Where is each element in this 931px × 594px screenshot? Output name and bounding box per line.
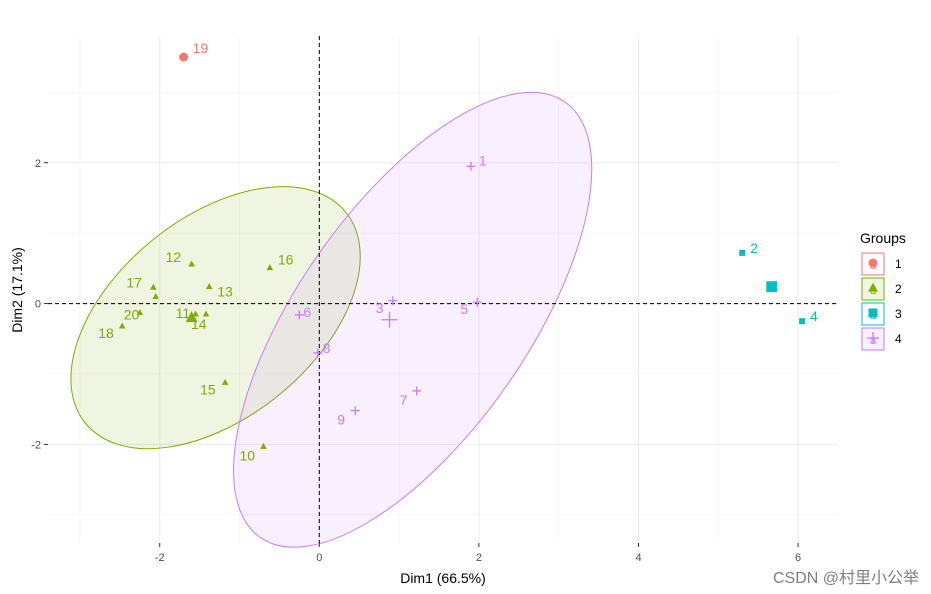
- point-label-2: 2: [750, 240, 758, 256]
- legend-label-2: 2: [895, 282, 902, 296]
- point-label-8: 8: [323, 340, 331, 356]
- watermark: CSDN @村里小公举: [772, 570, 919, 587]
- point-label-9: 9: [337, 412, 345, 428]
- y-tick-label: -2: [31, 439, 41, 451]
- point-label-13: 13: [217, 284, 233, 300]
- legend-key: [861, 302, 885, 326]
- point-18: [118, 322, 126, 329]
- legend-key-marker: [868, 282, 878, 292]
- point-label-20: 20: [124, 307, 140, 323]
- point-12: [188, 260, 195, 267]
- legend-item-2: a2: [861, 277, 902, 301]
- point-19: [179, 52, 189, 62]
- point-10: [260, 442, 267, 449]
- point-4: [799, 318, 806, 325]
- centroid-group-2: [185, 311, 198, 323]
- axis-ticks: -2 0 2 4 6 -2 0 2: [31, 158, 801, 564]
- x-axis-title: Dim1 (66.5%): [400, 570, 486, 586]
- point-9: [350, 406, 360, 416]
- x-tick-label: 2: [476, 552, 482, 564]
- point-label-3: 3: [376, 300, 384, 316]
- legend-key: [861, 252, 885, 276]
- point-8: [313, 348, 323, 358]
- legend-item-4: a4: [861, 327, 902, 351]
- point-label-18: 18: [98, 325, 114, 341]
- point-label-11: 11: [176, 305, 191, 321]
- point-17: [150, 283, 157, 290]
- point-7: [412, 386, 422, 396]
- point-14: [202, 310, 210, 317]
- point-11: [192, 310, 199, 317]
- legend-key-marker: [867, 332, 879, 344]
- legend-item-1: a1: [861, 252, 902, 276]
- y-tick-label: 0: [35, 299, 41, 311]
- point-13: [205, 283, 213, 290]
- y-tick-label: 2: [35, 158, 41, 170]
- point-label-16: 16: [278, 252, 294, 268]
- legend-key-marker: [868, 308, 878, 318]
- point-16: [266, 264, 274, 271]
- x-tick-label: 4: [635, 552, 641, 564]
- point-label-1: 1: [479, 152, 487, 168]
- point-2: [739, 249, 746, 256]
- x-tick-label: -2: [155, 552, 165, 564]
- x-tick-label: 6: [795, 552, 801, 564]
- legend-label-3: 3: [895, 307, 902, 321]
- point-15: [221, 378, 229, 385]
- point-label-19: 19: [193, 40, 209, 56]
- legend: Groups a1a2a3a4: [860, 230, 906, 351]
- legend-label-1: 1: [895, 257, 902, 271]
- point-5: [472, 297, 482, 307]
- point-label-7: 7: [400, 392, 408, 408]
- point-20: [136, 309, 144, 316]
- point-3: [388, 296, 398, 306]
- legend-label-4: 4: [895, 332, 902, 346]
- point-label-17: 17: [126, 274, 142, 290]
- y-axis-title: Dim2 (17.1%): [9, 247, 25, 333]
- reference-lines: [48, 36, 838, 543]
- point-1: [466, 161, 476, 171]
- point-label-15: 15: [200, 381, 216, 397]
- legend-title: Groups: [860, 230, 906, 246]
- confidence-ellipses: [70, 91, 593, 548]
- ellipse-group-2: [70, 186, 361, 450]
- point-label-5: 5: [460, 301, 468, 317]
- legend-item-3: a3: [861, 302, 902, 326]
- centroid-group-3: [766, 281, 778, 293]
- x-tick-label: 0: [316, 552, 322, 564]
- centroid-group-4: [381, 311, 398, 328]
- point-label-4: 4: [810, 308, 818, 324]
- point-unlabeled: [152, 292, 160, 299]
- point-label-12: 12: [166, 249, 182, 265]
- point-label-6: 6: [303, 304, 311, 320]
- point-6: [294, 310, 304, 320]
- ellipse-group-4: [233, 91, 593, 548]
- legend-key-marker: [868, 258, 878, 268]
- point-label-10: 10: [239, 448, 255, 464]
